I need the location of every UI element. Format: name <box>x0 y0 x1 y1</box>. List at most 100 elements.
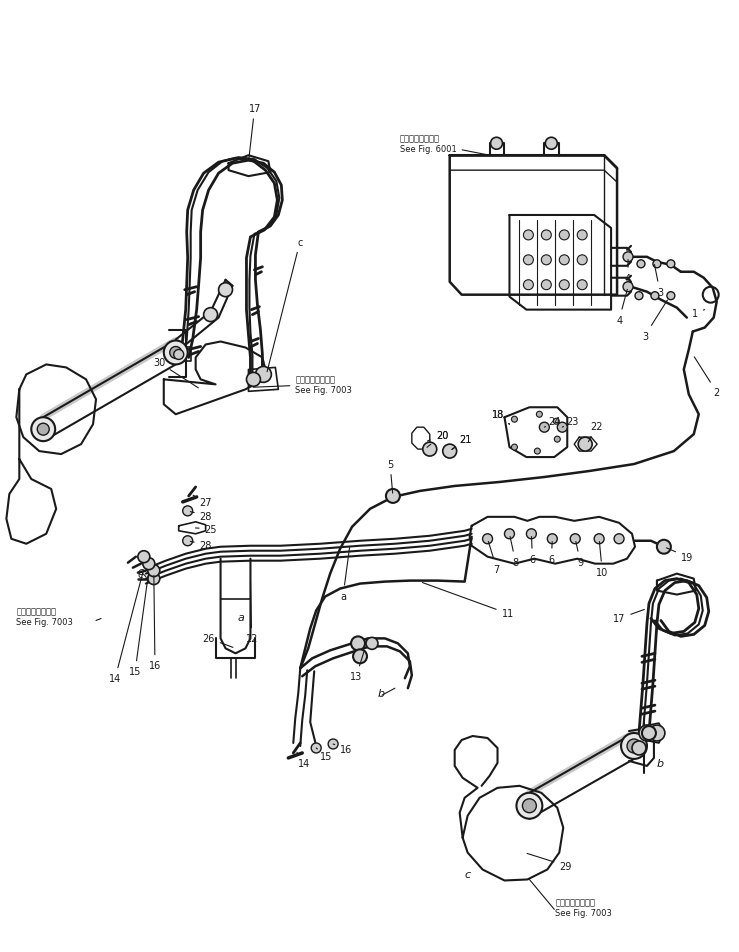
Text: 18: 18 <box>491 409 509 425</box>
Circle shape <box>353 649 367 664</box>
Circle shape <box>148 573 160 585</box>
Circle shape <box>559 255 569 266</box>
Text: 18: 18 <box>491 409 509 425</box>
Text: 4: 4 <box>625 260 631 284</box>
Circle shape <box>627 740 641 753</box>
Circle shape <box>174 350 184 360</box>
Circle shape <box>577 281 588 290</box>
Text: 24: 24 <box>545 417 561 427</box>
Circle shape <box>183 506 193 516</box>
Text: 16: 16 <box>333 744 353 754</box>
Circle shape <box>559 281 569 290</box>
Circle shape <box>542 281 551 290</box>
Text: 6: 6 <box>529 537 536 565</box>
Circle shape <box>637 261 645 268</box>
Circle shape <box>623 283 633 292</box>
Text: a: a <box>340 546 350 601</box>
Text: 15: 15 <box>316 748 333 762</box>
Text: 1: 1 <box>692 308 705 318</box>
Circle shape <box>571 534 580 545</box>
Circle shape <box>577 230 588 241</box>
Text: 第７００３図参照
See Fig. 7003: 第７００３図参照 See Fig. 7003 <box>555 898 612 917</box>
Text: 14: 14 <box>109 572 143 684</box>
Circle shape <box>621 733 647 759</box>
Circle shape <box>649 725 665 742</box>
Circle shape <box>667 261 675 268</box>
Text: 17: 17 <box>613 610 644 624</box>
Text: 29: 29 <box>527 854 572 871</box>
Text: c: c <box>138 569 151 579</box>
Circle shape <box>635 292 643 300</box>
Circle shape <box>526 529 537 539</box>
Text: b: b <box>378 688 385 699</box>
Text: 3: 3 <box>642 301 667 341</box>
Circle shape <box>557 423 568 433</box>
Circle shape <box>517 793 542 819</box>
Text: 3: 3 <box>655 266 663 297</box>
Circle shape <box>545 138 557 150</box>
Circle shape <box>311 744 321 753</box>
Circle shape <box>247 373 260 387</box>
Circle shape <box>651 292 659 300</box>
Circle shape <box>204 308 217 322</box>
Text: 25: 25 <box>195 525 217 534</box>
Circle shape <box>328 740 338 749</box>
Circle shape <box>491 138 503 150</box>
Circle shape <box>505 529 514 539</box>
Circle shape <box>559 230 569 241</box>
Circle shape <box>534 448 540 455</box>
Circle shape <box>614 534 624 545</box>
Text: 26: 26 <box>202 634 233 647</box>
Text: 21: 21 <box>452 435 472 450</box>
Text: 13: 13 <box>350 651 364 682</box>
Text: 12: 12 <box>245 582 258 644</box>
Text: 11: 11 <box>423 583 514 619</box>
Text: 20: 20 <box>427 430 448 447</box>
Circle shape <box>548 534 557 545</box>
Circle shape <box>143 558 154 570</box>
Circle shape <box>554 437 560 443</box>
Circle shape <box>594 534 604 545</box>
Text: c: c <box>465 869 471 880</box>
Text: 6: 6 <box>548 542 554 565</box>
Text: c: c <box>267 238 303 372</box>
Circle shape <box>483 534 492 545</box>
Circle shape <box>219 284 233 297</box>
Circle shape <box>351 637 365 650</box>
Text: 7: 7 <box>488 542 500 574</box>
Circle shape <box>423 443 437 457</box>
Circle shape <box>542 255 551 266</box>
Circle shape <box>639 725 655 742</box>
Circle shape <box>523 255 534 266</box>
Circle shape <box>653 261 661 268</box>
Circle shape <box>511 417 517 423</box>
Circle shape <box>642 726 656 741</box>
Circle shape <box>164 341 188 365</box>
Circle shape <box>138 551 150 563</box>
Circle shape <box>148 565 160 577</box>
Text: 5: 5 <box>387 460 393 494</box>
Circle shape <box>577 255 588 266</box>
Circle shape <box>632 742 646 755</box>
Circle shape <box>623 252 633 263</box>
Text: b: b <box>657 758 664 768</box>
Text: 27: 27 <box>193 496 212 507</box>
Circle shape <box>37 424 50 436</box>
Circle shape <box>183 536 193 546</box>
Text: 第６００１図参照
See Fig. 6001: 第６００１図参照 See Fig. 6001 <box>400 134 487 155</box>
Circle shape <box>657 540 671 554</box>
Text: 30: 30 <box>153 358 198 388</box>
Text: 19: 19 <box>667 548 693 562</box>
Text: 14: 14 <box>297 752 310 768</box>
Text: 22: 22 <box>588 422 603 442</box>
Text: c: c <box>138 566 144 576</box>
Circle shape <box>443 445 457 459</box>
Circle shape <box>539 423 549 433</box>
Text: 9: 9 <box>576 542 583 567</box>
Circle shape <box>256 367 271 383</box>
Text: 28: 28 <box>191 511 212 522</box>
Circle shape <box>523 230 534 241</box>
Circle shape <box>578 438 592 451</box>
Text: 16: 16 <box>149 576 161 670</box>
Circle shape <box>31 418 55 442</box>
